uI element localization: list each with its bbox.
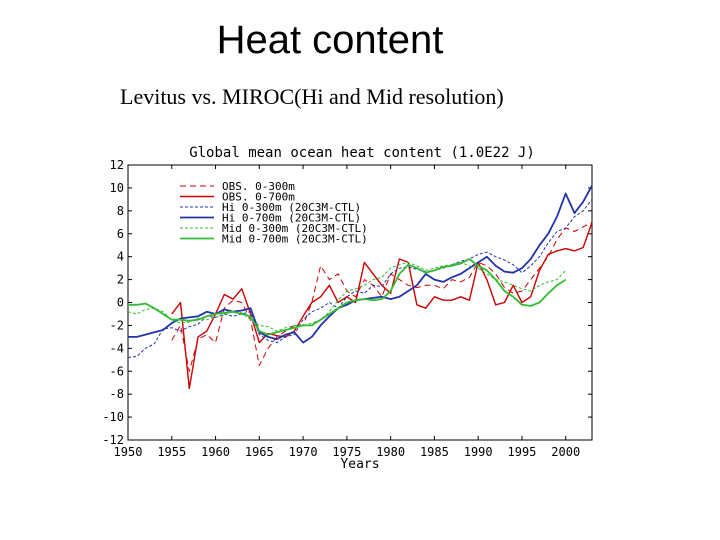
- x-tick-label: 1955: [157, 445, 186, 459]
- legend-label: Hi 0-700m (20C3M-CTL): [222, 212, 361, 225]
- y-tick-label: 6: [117, 227, 124, 241]
- x-tick-label: 1950: [114, 445, 143, 459]
- x-tick-label: 1995: [508, 445, 537, 459]
- chart-title: Global mean ocean heat content (1.0E22 J…: [189, 145, 535, 161]
- y-tick-label: -8: [110, 387, 124, 401]
- legend-label: OBS. 0-700m: [222, 191, 295, 204]
- x-tick-label: 1965: [245, 445, 274, 459]
- slide-subtitle: Levitus vs. MIROC(Hi and Mid resolution): [120, 84, 504, 109]
- y-tick-label: 4: [117, 250, 124, 264]
- legend-label: Mid 0-300m (20C3M-CTL): [222, 222, 368, 235]
- y-tick-label: -10: [102, 410, 124, 424]
- legend-label: Hi 0-300m (20C3M-CTL): [222, 201, 361, 214]
- y-tick-label: 10: [110, 181, 124, 195]
- legend-label: Mid 0-700m (20C3M-CTL): [222, 233, 368, 246]
- y-tick-label: -4: [110, 341, 124, 355]
- y-tick-label: -2: [110, 318, 124, 332]
- x-tick-label: 1970: [289, 445, 318, 459]
- y-tick-label: -12: [102, 433, 124, 447]
- series-line-2: [171, 222, 593, 390]
- x-tick-label: 1975: [332, 445, 361, 459]
- x-tick-label: 2000: [551, 445, 580, 459]
- series-line-1: [171, 221, 593, 372]
- x-axis-label: Years: [340, 457, 379, 472]
- x-tick-label: 1990: [464, 445, 493, 459]
- y-tick-label: 8: [117, 204, 124, 218]
- y-tick-label: 0: [117, 296, 124, 310]
- x-tick-label: 1960: [201, 445, 230, 459]
- y-tick-label: 12: [110, 158, 124, 172]
- y-tick-label: 2: [117, 273, 124, 287]
- series-line-6: [128, 258, 567, 336]
- x-tick-label: 1985: [420, 445, 449, 459]
- x-tick-label: 1980: [376, 445, 405, 459]
- y-tick-label: -6: [110, 364, 124, 378]
- slide-title: Heat content: [216, 18, 444, 62]
- legend-label: OBS. 0-300m: [222, 180, 295, 193]
